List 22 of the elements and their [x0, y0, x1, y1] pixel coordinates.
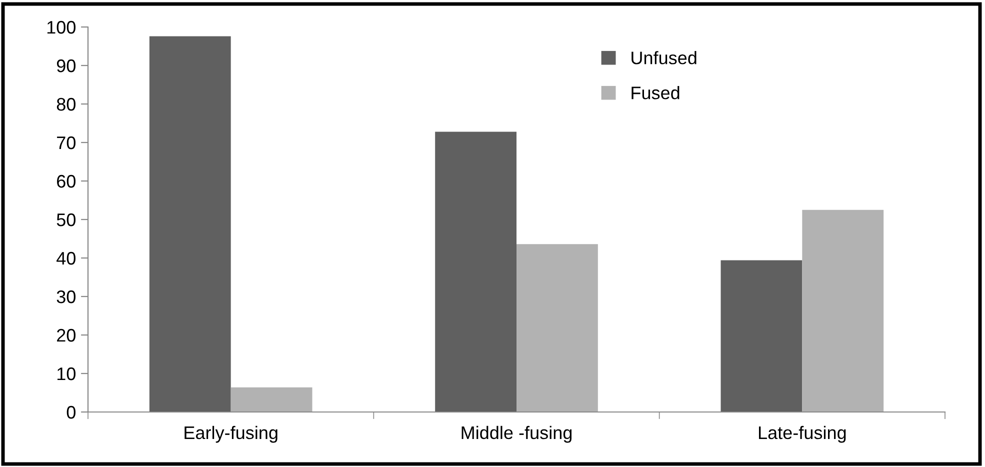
- bar: [720, 260, 802, 412]
- x-tick-label: Middle -fusing: [462, 426, 572, 443]
- x-tick-label: Early-fusing: [184, 426, 278, 443]
- y-tick-label: 30: [56, 290, 76, 304]
- y-tick-label: 20: [57, 328, 76, 342]
- y-tick-label: 100: [47, 20, 76, 34]
- y-tick-label: 0: [66, 406, 76, 419]
- y-tick-label: 80: [56, 98, 76, 111]
- y-tick-label: 70: [57, 136, 76, 150]
- bar: [149, 36, 231, 412]
- legend-label: Fused: [632, 86, 680, 100]
- y-tick-label: 90: [56, 59, 76, 72]
- bar: [802, 210, 884, 412]
- y-tick-label: 50: [56, 213, 76, 226]
- x-tick-label: Late-fusing: [758, 426, 846, 443]
- y-tick-label: 60: [57, 174, 76, 188]
- bar: [230, 387, 312, 412]
- y-tick-label: 40: [56, 252, 76, 265]
- bar: [435, 132, 516, 412]
- bar: [516, 244, 598, 412]
- legend-label: Unfused: [632, 51, 696, 64]
- y-tick-label: 10: [57, 367, 76, 380]
